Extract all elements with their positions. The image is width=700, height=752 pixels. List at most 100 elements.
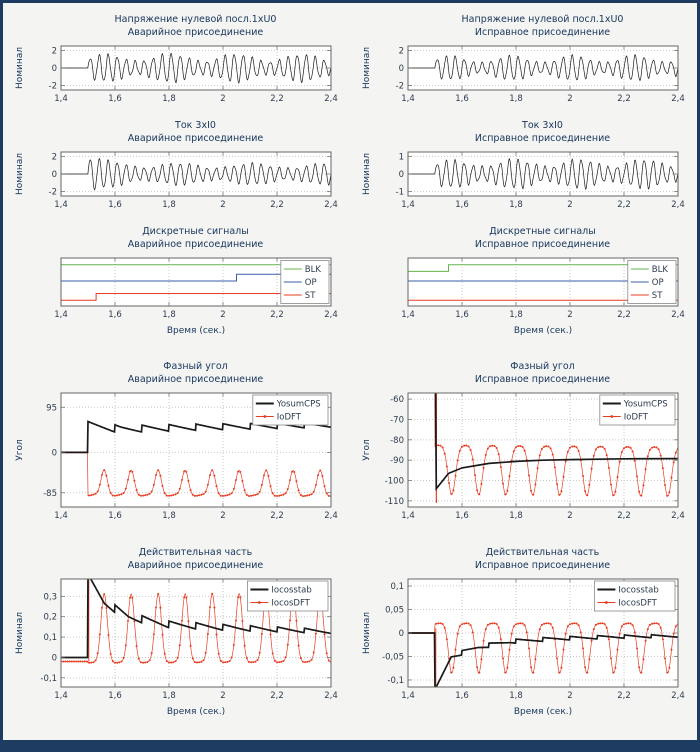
marker-dot (665, 671, 668, 674)
marker-dot (202, 493, 205, 495)
x-tick-label: 2,2 (617, 310, 631, 320)
marker-dot (436, 622, 439, 625)
marker-dot (122, 492, 125, 494)
chart-title: Действительная часть (485, 547, 600, 558)
marker-dot (479, 483, 482, 485)
x-tick-label: 2,4 (324, 310, 338, 320)
plot-area: 1,4 1,6 1,8 2 2,2 2,4 -2 0 2 Номинал (358, 42, 690, 107)
x-tick-label: 1,8 (162, 511, 176, 521)
marker-dot (557, 493, 560, 496)
marker-dot (89, 494, 92, 497)
marker-dot (637, 666, 640, 669)
x-tick-label: 2,4 (671, 691, 685, 701)
marker-dot (195, 661, 198, 664)
marker-dot (104, 474, 107, 477)
marker-dot (258, 490, 261, 493)
x-tick-label: 1,8 (509, 94, 523, 104)
marker-dot (665, 494, 668, 497)
marker-dot (96, 652, 99, 655)
legend-label: Iocosstab (618, 586, 658, 596)
marker-dot (310, 493, 313, 496)
chart-title: Дискретные сигналы (489, 226, 596, 237)
x-tick-label: 2,4 (671, 94, 685, 104)
marker-dot (303, 661, 306, 664)
legend: YosumCPS IoDFT (251, 394, 328, 426)
marker-dot (667, 491, 670, 494)
marker-dot (505, 489, 508, 492)
y-tick-label: 2 (51, 152, 56, 162)
marker-dot (451, 489, 454, 492)
marker-dot (497, 626, 500, 629)
marker-dot (657, 623, 660, 625)
x-tick-label: 2 (220, 511, 225, 521)
y-tick-label: 2 (398, 46, 403, 56)
marker-dot (436, 444, 439, 447)
marker-dot (221, 661, 224, 664)
marker-dot (221, 494, 224, 497)
x-tick-label: 2 (567, 691, 572, 701)
marker-dot (441, 623, 444, 625)
marker-dot (501, 482, 504, 485)
marker-dot (279, 660, 282, 663)
y-tick-label: 0 (51, 448, 56, 458)
plot-area: 1,4 1,6 1,8 2 2,2 2,4 Время (сек.) BLK OP ST (358, 254, 690, 338)
y-tick-label: -0,1 (40, 674, 57, 684)
marker-dot (572, 622, 575, 625)
marker-dot (460, 445, 463, 448)
marker-dot (609, 483, 612, 486)
marker-dot (516, 622, 519, 625)
marker-dot (609, 657, 612, 660)
marker-dot (633, 631, 636, 634)
legend: Iocosstab IocosDFT (246, 580, 328, 612)
marker-dot (598, 622, 601, 625)
marker-dot (670, 476, 672, 479)
marker-dot (130, 596, 133, 599)
marker-dot (180, 619, 183, 622)
marker-dot (230, 492, 233, 495)
y-axis-label: Номинал (362, 153, 372, 195)
legend-marker-sample (609, 415, 613, 418)
marker-dot (473, 474, 476, 477)
x-tick-label: 1,8 (509, 310, 523, 320)
marker-dot (464, 444, 467, 447)
marker-dot (253, 660, 256, 663)
marker-dot (495, 623, 498, 625)
marker-dot (438, 444, 441, 447)
x-tick-label: 2 (567, 310, 572, 320)
marker-dot (529, 489, 532, 492)
marker-dot (199, 493, 202, 496)
marker-dot (542, 622, 545, 625)
marker-dot (540, 448, 543, 450)
marker-dot (238, 470, 241, 473)
marker-dot (529, 666, 532, 669)
marker-dot (629, 622, 631, 625)
x-tick-label: 2,2 (270, 511, 284, 521)
marker-dot (540, 623, 543, 626)
marker-dot (66, 660, 68, 663)
legend-box (593, 580, 675, 612)
marker-dot (644, 639, 647, 642)
marker-dot (501, 657, 504, 660)
marker-dot (70, 660, 73, 663)
marker-dot (256, 493, 259, 496)
plot-area: 1,4 1,6 1,8 2 2,2 2,4 Время (сек.) BLK OP ST (11, 254, 343, 338)
x-tick-label: 1,6 (455, 200, 469, 210)
marker-dot (488, 445, 491, 448)
marker-dot (469, 624, 472, 627)
marker-dot (269, 633, 271, 636)
marker-dot (186, 620, 189, 623)
marker-dot (72, 660, 75, 663)
marker-dot (505, 666, 508, 669)
marker-dot (631, 450, 634, 453)
marker-dot (282, 659, 284, 662)
x-tick-label: 2,4 (671, 200, 685, 210)
marker-dot (126, 478, 129, 481)
marker-dot (215, 633, 217, 636)
x-tick-label: 1,4 (54, 511, 68, 521)
marker-dot (551, 626, 554, 629)
marker-dot (484, 628, 487, 631)
marker-dot (562, 475, 564, 478)
marker-dot (538, 628, 541, 631)
marker-dot (225, 494, 228, 497)
y-tick-label: 0,2 (43, 613, 57, 623)
